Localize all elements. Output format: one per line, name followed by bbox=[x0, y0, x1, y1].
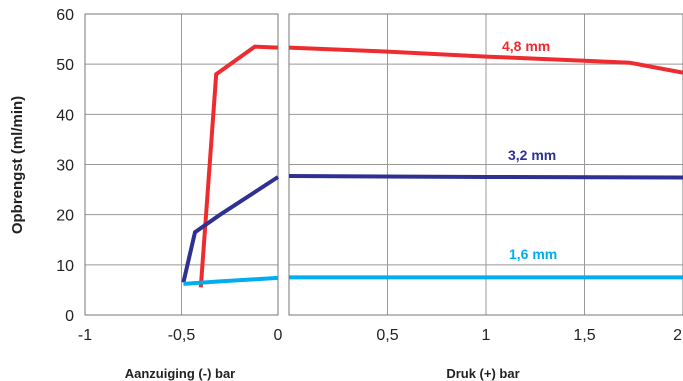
tick-labels: 0 10 20 30 40 50 60 -1 -0,5 0 0,5 1 1,5 2 bbox=[56, 7, 682, 344]
x-tick-label: 1,5 bbox=[573, 327, 595, 344]
grid-suction bbox=[85, 14, 278, 315]
y-tick-label: 20 bbox=[56, 208, 74, 225]
y-axis-label: Opbrengst (ml/min) bbox=[9, 96, 26, 234]
x-tick-label: 0,5 bbox=[376, 327, 398, 344]
plot-frame-pressure bbox=[288, 13, 683, 316]
x-tick-label: -1 bbox=[78, 327, 92, 344]
series-line-0-suction bbox=[198, 44, 279, 288]
grid-pressure bbox=[289, 14, 683, 315]
series-layer bbox=[181, 44, 683, 288]
x-tick-label: 2 bbox=[673, 327, 682, 344]
y-tick-label: 30 bbox=[56, 158, 74, 175]
y-tick-label: 10 bbox=[56, 258, 74, 275]
x-axis-label-pressure: Druk (+) bar bbox=[446, 366, 519, 381]
x-axis-label-suction: Aanzuiging (-) bar bbox=[125, 366, 236, 381]
y-tick-label: 60 bbox=[56, 7, 74, 24]
series-line-1-pressure bbox=[288, 174, 683, 180]
series-label-1-6mm: 1,6 mm bbox=[509, 246, 557, 262]
series-label-4-8mm: 4,8 mm bbox=[502, 38, 550, 54]
y-tick-label: 50 bbox=[56, 57, 74, 74]
y-tick-label: 0 bbox=[65, 308, 74, 325]
y-tick-label: 40 bbox=[56, 107, 74, 124]
x-tick-label: 0 bbox=[274, 327, 283, 344]
series-line-1-suction bbox=[181, 175, 280, 283]
x-tick-label: -0,5 bbox=[168, 327, 196, 344]
series-label-3-2mm: 3,2 mm bbox=[508, 147, 556, 163]
series-line-0-pressure bbox=[288, 45, 683, 75]
series-line-2-suction bbox=[183, 275, 279, 286]
x-tick-label: 1 bbox=[482, 327, 491, 344]
plot-frame-suction bbox=[84, 13, 279, 316]
